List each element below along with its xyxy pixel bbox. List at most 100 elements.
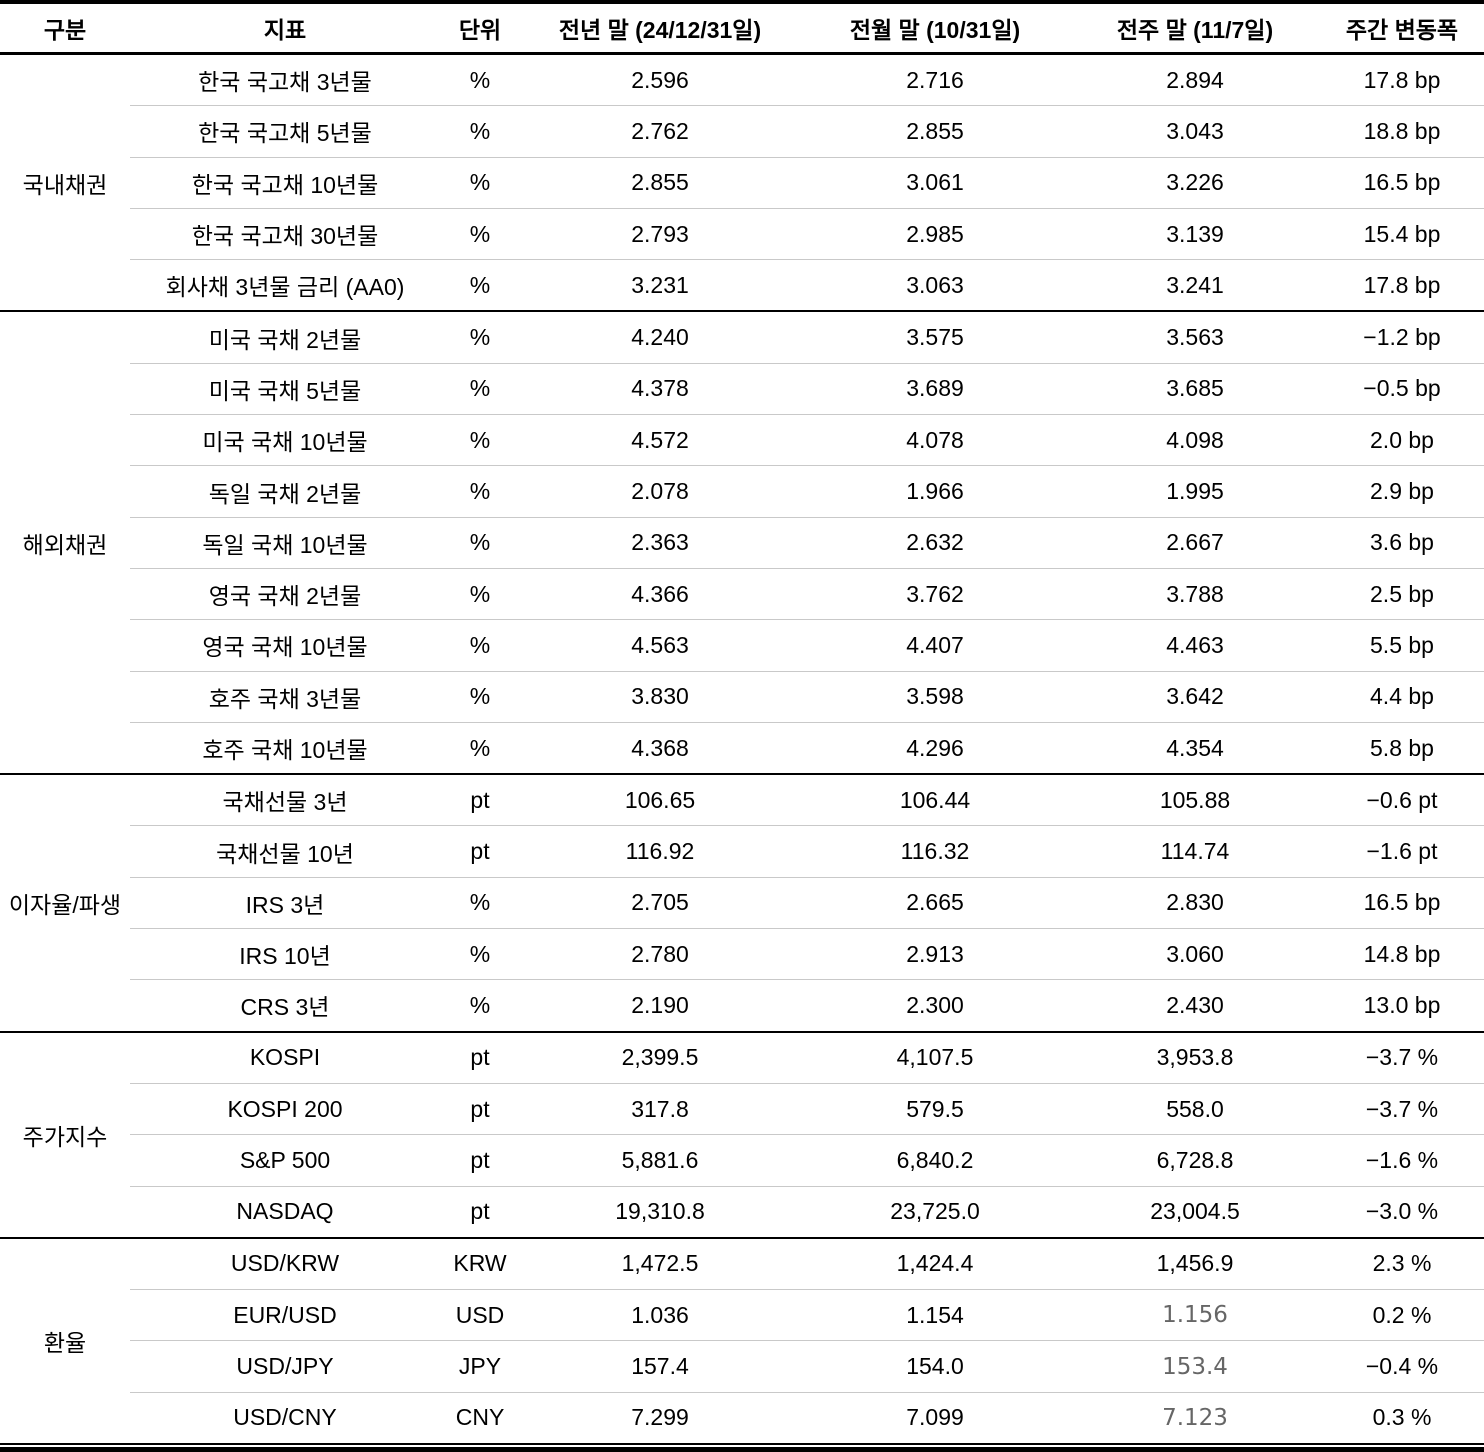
unit-cell: % <box>440 465 520 518</box>
prev-year-cell: 1,472.5 <box>520 1236 800 1290</box>
prev-week-cell: 558.0 <box>1070 1082 1320 1135</box>
prev-month-cell: 154.0 <box>800 1340 1070 1393</box>
prev-year-cell: 2,399.5 <box>520 1030 800 1084</box>
prev-year-cell: 3.231 <box>520 259 800 312</box>
prev-year-cell: 2.363 <box>520 516 800 569</box>
table-row: 독일 국채 10년물% 2.363 2.632 2.667 3.6 bp <box>0 516 1484 569</box>
prev-year-cell: 4.572 <box>520 414 800 466</box>
table-row: 호주 국채 3년물% 3.830 3.598 3.642 4.4 bp <box>0 670 1484 723</box>
prev-month-cell: 2.716 <box>906 66 964 93</box>
prev-month-cell: 4,107.5 <box>800 1030 1070 1084</box>
prev-month-cell: 3.689 <box>800 362 1070 415</box>
weekly-change-cell: 18.8 bp <box>1320 105 1484 158</box>
table-row: IRS 10년% 2.780 2.913 3.060 14.8 bp <box>0 928 1484 980</box>
col-header-unit: 단위 <box>440 2 520 55</box>
indicator-cell: 한국 국고채 30년물 <box>130 207 440 260</box>
table-row: 주가지수 KOSPI pt 2,399.5 4,107.5 3,953.8 −3.7 % <box>0 1030 1484 1238</box>
prev-year-cell: 157.4 <box>520 1340 800 1393</box>
indicator-cell: S&P 500 <box>130 1134 440 1187</box>
prev-month-cell: 4.407 <box>800 619 1070 672</box>
unit-cell: % <box>469 66 491 93</box>
prev-week-cell: 3.139 <box>1070 207 1320 260</box>
indicator-cell: IRS 10년 <box>130 928 440 980</box>
unit-cell: % <box>440 156 520 209</box>
indicator-cell: IRS 3년 <box>130 876 440 929</box>
prev-year-cell: 4.368 <box>520 721 800 775</box>
col-header-prev-month: 전월 말 (10/31일) <box>800 2 1070 55</box>
indicator-cell: 국채선물 10년 <box>130 825 440 878</box>
weekly-change-cell: −3.0 % <box>1320 1185 1484 1238</box>
prev-month-cell: 3.061 <box>800 156 1070 209</box>
table-row: 호주 국채 10년물% 4.368 4.296 4.354 5.8 bp <box>0 721 1484 775</box>
weekly-change-cell: 0.3 % <box>1320 1391 1484 1445</box>
weekly-change-cell: −3.7 % <box>1320 1082 1484 1135</box>
weekly-change-cell: 16.5 bp <box>1320 876 1484 929</box>
prev-year-cell: 2.793 <box>520 207 800 260</box>
table-row: 영국 국채 10년물% 4.563 4.407 4.463 5.5 bp <box>0 619 1484 672</box>
indicator-cell: 한국 국고채 3년물 <box>198 69 372 96</box>
prev-month-cell: 2.855 <box>800 105 1070 158</box>
indicator-cell: KOSPI 200 <box>130 1082 440 1135</box>
weekly-change-cell: 3.6 bp <box>1320 516 1484 569</box>
weekly-change-cell: 13.0 bp <box>1320 979 1484 1032</box>
prev-month-cell: 1.966 <box>800 465 1070 518</box>
table-row: USD/CNY CNY 7.299 7.099 7.123 0.3 % <box>0 1391 1484 1445</box>
table-row: 한국 국고채 10년물% 2.855 3.061 3.226 16.5 bp <box>0 156 1484 209</box>
prev-month-cell: 2.300 <box>800 979 1070 1032</box>
unit-cell: % <box>440 928 520 980</box>
prev-year-cell: 2.078 <box>520 465 800 518</box>
table-row: 국채선물 10년 pt 116.92 116.32 114.74 −1.6 pt <box>0 825 1484 878</box>
prev-month-cell: 1,424.4 <box>800 1236 1070 1290</box>
prev-week-cell: 2.830 <box>1070 876 1320 929</box>
prev-week-cell: 1.995 <box>1070 465 1320 518</box>
table-row: 회사채 3년물 금리 (AA0)% 3.231 3.063 3.241 17.8 bp <box>0 259 1484 312</box>
unit-cell: % <box>440 310 520 364</box>
prev-month-cell: 106.44 <box>800 773 1070 826</box>
unit-cell: % <box>440 670 520 723</box>
unit-cell: % <box>440 105 520 158</box>
prev-month-cell: 579.5 <box>800 1082 1070 1135</box>
prev-week-cell: 3.043 <box>1070 105 1320 158</box>
table-row: CRS 3년% 2.190 2.300 2.430 13.0 bp <box>0 979 1484 1032</box>
unit-cell: CNY <box>440 1391 520 1445</box>
table-row: 미국 국채 10년물% 4.572 4.078 4.098 2.0 bp <box>0 414 1484 466</box>
prev-year-cell: 2.705 <box>520 876 800 929</box>
prev-month-cell: 3.063 <box>800 259 1070 312</box>
table-row: EUR/USD USD 1.036 1.154 1.156 0.2 % <box>0 1289 1484 1341</box>
unit-cell: pt <box>440 1134 520 1187</box>
indicator-cell: 미국 국채 2년물 <box>130 310 440 364</box>
prev-week-cell: 3.241 <box>1070 259 1320 312</box>
group-label: 이자율/파생 <box>0 773 130 1032</box>
indicator-cell: 미국 국채 10년물 <box>130 414 440 466</box>
unit-cell: pt <box>440 773 520 826</box>
weekly-change-cell: 2.9 bp <box>1320 465 1484 518</box>
indicator-cell: 한국 국고채 10년물 <box>130 156 440 209</box>
weekly-change-cell: −0.4 % <box>1320 1340 1484 1393</box>
prev-month-cell: 2.632 <box>800 516 1070 569</box>
prev-week-cell: 114.74 <box>1070 825 1320 878</box>
prev-week-cell: 3.226 <box>1070 156 1320 209</box>
unit-cell: % <box>440 567 520 620</box>
table-row: 미국 국채 5년물% 4.378 3.689 3.685 −0.5 bp <box>0 362 1484 415</box>
prev-week-cell: 153.4 <box>1070 1340 1320 1393</box>
unit-cell: JPY <box>440 1340 520 1393</box>
prev-month-cell: 3.762 <box>800 567 1070 620</box>
prev-year-cell: 3.830 <box>520 670 800 723</box>
weekly-change-cell: 2.0 bp <box>1320 414 1484 466</box>
prev-year-cell: 2.596 <box>631 66 689 93</box>
weekly-change-cell: 0.2 % <box>1320 1289 1484 1341</box>
prev-year-cell: 317.8 <box>520 1082 800 1135</box>
unit-cell: % <box>440 362 520 415</box>
prev-year-cell: 4.378 <box>520 362 800 415</box>
weekly-change-cell: 5.8 bp <box>1320 721 1484 775</box>
indicator-cell: KOSPI <box>130 1030 440 1084</box>
prev-week-cell: 4.354 <box>1070 721 1320 775</box>
table-row: 한국 국고채 5년물% 2.762 2.855 3.043 18.8 bp <box>0 105 1484 158</box>
prev-year-cell: 7.299 <box>520 1391 800 1445</box>
indicator-cell: 호주 국채 3년물 <box>130 670 440 723</box>
weekly-change-cell: 17.8 bp <box>1363 66 1441 93</box>
prev-year-cell: 4.240 <box>520 310 800 364</box>
table-row: 독일 국채 2년물% 2.078 1.966 1.995 2.9 bp <box>0 465 1484 518</box>
unit-cell: pt <box>440 1185 520 1238</box>
